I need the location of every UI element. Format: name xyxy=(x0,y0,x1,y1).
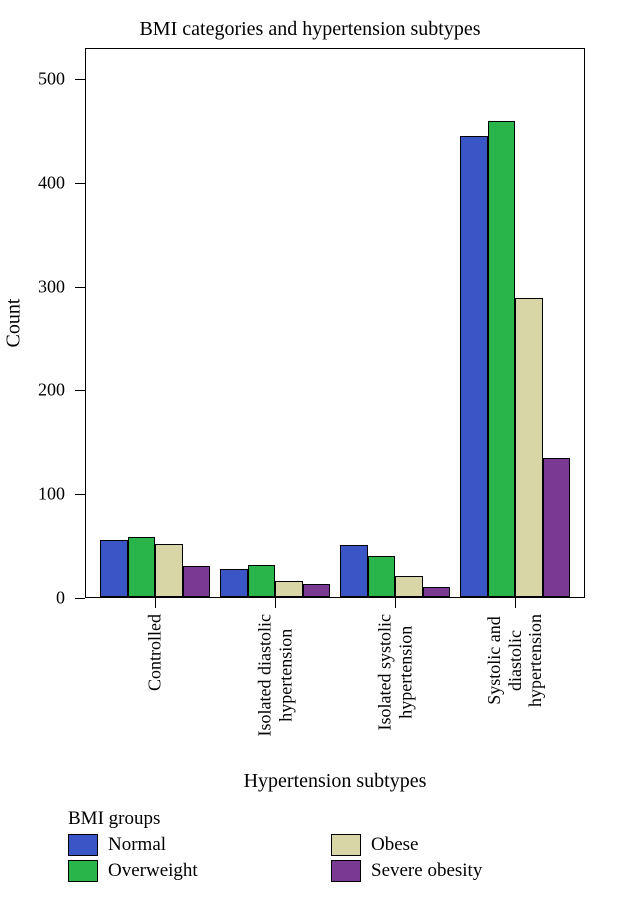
y-tick xyxy=(75,390,85,391)
x-tick xyxy=(395,598,396,608)
bar xyxy=(340,545,368,597)
bar xyxy=(248,565,276,597)
y-axis-tick-labels: 0100200300400500 xyxy=(0,48,85,598)
bar xyxy=(423,587,451,597)
y-tick xyxy=(75,494,85,495)
plot-border xyxy=(584,48,585,598)
y-tick-label: 300 xyxy=(38,276,65,297)
y-tick-label: 200 xyxy=(38,380,65,401)
legend-item: Obese xyxy=(331,834,578,856)
legend-title: BMI groups xyxy=(68,808,578,830)
legend: BMI groups Normal Obese Overweight Severe o… xyxy=(68,808,578,882)
bar xyxy=(460,136,488,597)
y-tick-label: 100 xyxy=(38,484,65,505)
chart-title: BMI categories and hypertension subtypes xyxy=(0,18,620,41)
x-tick xyxy=(275,598,276,608)
x-tick-label: Isolated systolichypertension xyxy=(374,614,415,730)
x-tick xyxy=(515,598,516,608)
plot-border xyxy=(85,48,86,598)
legend-item: Normal xyxy=(68,834,315,856)
y-tick xyxy=(75,287,85,288)
legend-swatch xyxy=(68,860,98,882)
bar xyxy=(183,566,211,597)
x-tick-label: Isolated diastolichypertension xyxy=(254,614,295,736)
x-tick-label: Systolic anddiastolichypertension xyxy=(484,614,546,707)
legend-swatch xyxy=(331,834,361,856)
y-tick xyxy=(75,183,85,184)
legend-item: Overweight xyxy=(68,860,315,882)
y-tick-label: 500 xyxy=(38,69,65,90)
bar xyxy=(543,458,571,597)
plot-area xyxy=(85,48,585,598)
plot-border xyxy=(85,48,585,49)
bar xyxy=(100,540,128,597)
figure: BMI categories and hypertension subtypes… xyxy=(0,0,620,900)
x-axis-tick-labels: Controlled Isolated diastolichypertension… xyxy=(85,610,585,760)
legend-label: Overweight xyxy=(108,860,198,882)
bar xyxy=(515,298,543,597)
y-tick-label: 400 xyxy=(38,172,65,193)
legend-swatch xyxy=(68,834,98,856)
bar xyxy=(275,581,303,597)
legend-label: Severe obesity xyxy=(371,860,482,882)
y-tick xyxy=(75,598,85,599)
legend-label: Obese xyxy=(371,834,418,856)
y-tick-label: 0 xyxy=(56,588,65,609)
x-axis-label: Hypertension subtypes xyxy=(85,770,585,793)
legend-items: Normal Obese Overweight Severe obesity xyxy=(68,834,578,882)
legend-swatch xyxy=(331,860,361,882)
bar xyxy=(488,121,516,597)
bar xyxy=(303,584,331,597)
bar xyxy=(395,576,423,597)
bar xyxy=(368,556,396,598)
x-tick xyxy=(155,598,156,608)
bar xyxy=(220,569,248,597)
bar xyxy=(128,537,156,597)
bar xyxy=(155,544,183,597)
legend-item: Severe obesity xyxy=(331,860,578,882)
legend-label: Normal xyxy=(108,834,166,856)
x-tick-label: Controlled xyxy=(145,614,166,691)
plot-border xyxy=(85,597,585,598)
y-tick xyxy=(75,79,85,80)
